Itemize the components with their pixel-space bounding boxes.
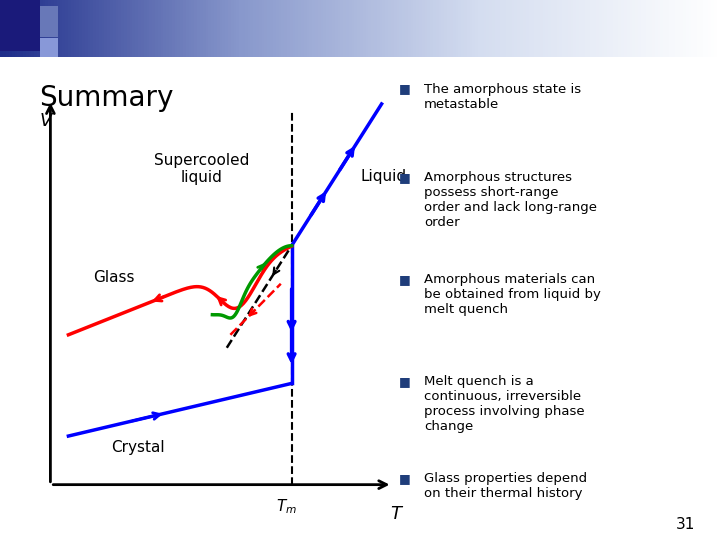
- Text: Amorphous structures
possess short-range
order and lack long-range
order: Amorphous structures possess short-range…: [424, 171, 597, 229]
- Text: ■: ■: [399, 273, 411, 286]
- Text: ■: ■: [399, 472, 411, 485]
- Text: Crystal: Crystal: [112, 440, 165, 455]
- Text: Summary: Summary: [40, 84, 174, 112]
- Text: Liquid: Liquid: [360, 169, 406, 184]
- Text: ■: ■: [399, 375, 411, 388]
- Text: ■: ■: [399, 171, 411, 184]
- Text: Supercooled
liquid: Supercooled liquid: [154, 152, 249, 185]
- Text: T: T: [390, 505, 402, 523]
- Bar: [40, 38, 58, 57]
- Text: ■: ■: [399, 83, 411, 96]
- Text: Melt quench is a
continuous, irreversible
process involving phase
change: Melt quench is a continuous, irreversibl…: [424, 375, 585, 433]
- Text: $T_m$: $T_m$: [276, 497, 297, 516]
- Bar: [0, 0, 40, 51]
- Bar: [40, 6, 58, 37]
- Text: Glass properties depend
on their thermal history: Glass properties depend on their thermal…: [424, 472, 588, 500]
- Text: Glass: Glass: [94, 270, 135, 285]
- Text: V: V: [40, 112, 52, 130]
- Text: Amorphous materials can
be obtained from liquid by
melt quench: Amorphous materials can be obtained from…: [424, 273, 601, 316]
- Text: The amorphous state is
metastable: The amorphous state is metastable: [424, 83, 581, 111]
- Text: 31: 31: [675, 517, 695, 532]
